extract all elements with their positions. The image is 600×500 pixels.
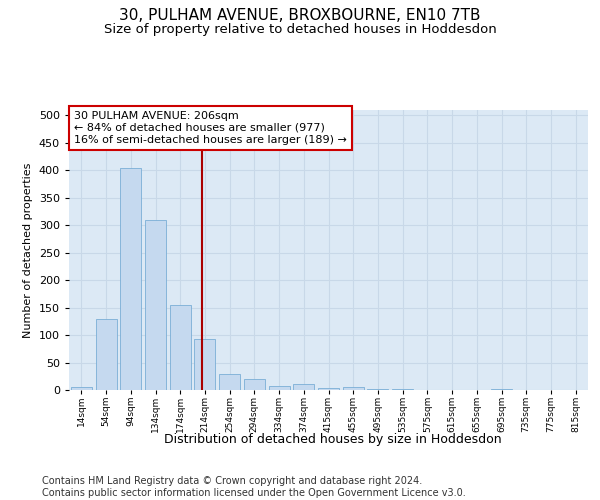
Bar: [244, 379, 265, 390]
Bar: [293, 384, 314, 390]
Bar: [71, 388, 92, 390]
Text: 30, PULHAM AVENUE, BROXBOURNE, EN10 7TB: 30, PULHAM AVENUE, BROXBOURNE, EN10 7TB: [119, 8, 481, 22]
Bar: [194, 340, 215, 390]
Bar: [219, 374, 240, 390]
Text: Contains HM Land Registry data © Crown copyright and database right 2024.
Contai: Contains HM Land Registry data © Crown c…: [42, 476, 466, 498]
Bar: [318, 388, 339, 390]
Y-axis label: Number of detached properties: Number of detached properties: [23, 162, 33, 338]
Bar: [145, 220, 166, 390]
Bar: [343, 386, 364, 390]
Bar: [170, 305, 191, 390]
Text: Distribution of detached houses by size in Hoddesdon: Distribution of detached houses by size …: [164, 432, 502, 446]
Bar: [95, 318, 116, 390]
Bar: [367, 389, 388, 390]
Text: 30 PULHAM AVENUE: 206sqm
← 84% of detached houses are smaller (977)
16% of semi-: 30 PULHAM AVENUE: 206sqm ← 84% of detach…: [74, 112, 347, 144]
Bar: [120, 168, 141, 390]
Bar: [269, 386, 290, 390]
Text: Size of property relative to detached houses in Hoddesdon: Size of property relative to detached ho…: [104, 22, 496, 36]
